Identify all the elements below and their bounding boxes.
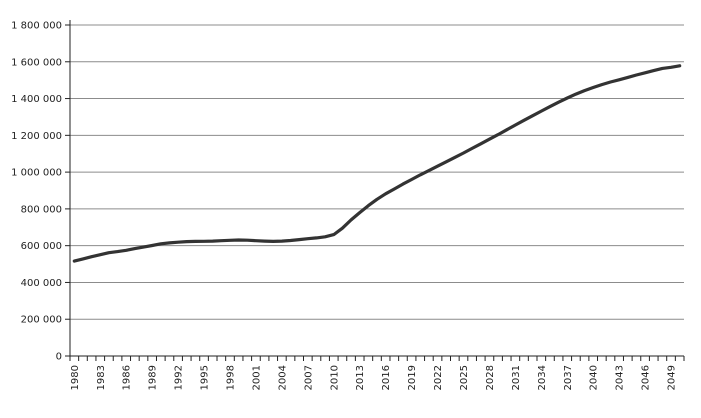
x-tick-label: 2049 (667, 365, 678, 390)
series-line (74, 66, 679, 261)
gridlines (70, 25, 684, 319)
x-tick-label: 2001 (251, 365, 262, 390)
x-tick-label: 2004 (277, 365, 288, 390)
x-tick-label: 1980 (70, 365, 81, 390)
axes (70, 20, 684, 356)
x-tick-label: 2013 (355, 365, 366, 390)
x-tick-label: 2037 (563, 365, 574, 390)
x-tick-label: 2043 (615, 365, 626, 390)
y-tick-label: 600 000 (21, 241, 62, 252)
y-tick-label: 0 (56, 352, 62, 363)
x-tick-label: 2025 (459, 365, 470, 390)
y-tick-label: 200 000 (21, 315, 62, 326)
x-tick-label: 2040 (589, 365, 600, 390)
x-tick-label: 1983 (96, 365, 107, 390)
y-axis-labels: 0 200 000 400 000 600 000 800 000 1 000 000 1 … (11, 21, 70, 363)
y-tick-label: 1 600 000 (11, 57, 62, 68)
x-tick-label: 1986 (122, 365, 133, 390)
x-tick-label: 2034 (537, 365, 548, 390)
y-tick-label: 1 200 000 (11, 131, 62, 142)
x-tick-label: 2031 (511, 365, 522, 390)
x-tick-label: 2010 (329, 365, 340, 390)
y-tick-label: 400 000 (21, 278, 62, 289)
x-tick-label: 2046 (641, 365, 652, 390)
x-tick-label: 1995 (200, 365, 211, 390)
x-tick-label: 2007 (303, 365, 314, 390)
y-tick-label: 800 000 (21, 204, 62, 215)
y-tick-label: 1 800 000 (11, 21, 62, 32)
x-tick-label: 1992 (174, 365, 185, 390)
y-tick-label: 1 000 000 (11, 168, 62, 179)
series-group (74, 66, 680, 261)
x-tick-label: 1998 (225, 365, 236, 390)
x-tick-label: 2016 (381, 365, 392, 390)
x-tick-label: 2028 (485, 365, 496, 390)
x-tick-label: 2019 (407, 365, 418, 390)
x-axis-labels: 1980 1983 1986 1989 1992 1995 1998 2001 2004 2007… (70, 356, 684, 390)
x-tick-label: 1989 (148, 365, 159, 390)
x-tick-label: 2022 (433, 365, 444, 390)
y-tick-label: 1 400 000 (11, 94, 62, 105)
